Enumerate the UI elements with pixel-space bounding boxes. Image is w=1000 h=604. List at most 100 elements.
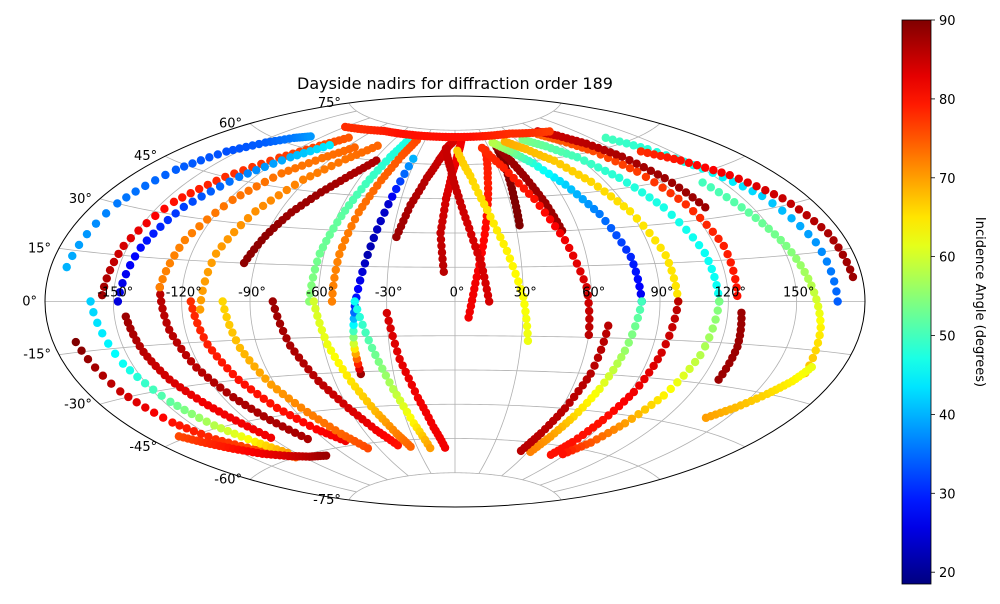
data-point [180, 235, 190, 245]
data-point [149, 229, 158, 238]
data-point [327, 297, 337, 306]
data-point [731, 274, 740, 284]
data-point [396, 177, 405, 186]
data-point [611, 157, 620, 166]
data-point [186, 189, 195, 198]
data-point [776, 235, 785, 245]
data-point [236, 191, 245, 200]
data-point [668, 323, 677, 332]
data-point [228, 145, 238, 155]
data-point [329, 281, 338, 290]
data-point [113, 199, 122, 208]
data-point [168, 418, 177, 427]
data-point [86, 297, 95, 306]
data-point [700, 248, 709, 258]
colorbar: 20 30 40 50 60 70 80 90 Incidence Angle (degrees… [901, 14, 987, 585]
data-point [115, 288, 125, 297]
data-point [583, 290, 592, 300]
data-point [813, 338, 823, 348]
data-point [667, 178, 677, 188]
parallel-line [348, 472, 562, 501]
data-point [602, 329, 611, 338]
data-point [601, 216, 610, 226]
data-point [74, 240, 84, 250]
data-point [212, 352, 222, 361]
data-point [299, 359, 308, 368]
data-point [266, 399, 275, 408]
data-point [625, 207, 635, 216]
data-point [526, 447, 535, 457]
data-point [436, 235, 446, 244]
data-point [285, 341, 295, 350]
data-point [622, 178, 632, 187]
data-point [622, 245, 631, 254]
data-point [660, 174, 669, 183]
data-point [578, 195, 587, 204]
data-point [606, 192, 616, 201]
data-point [822, 257, 832, 266]
data-point [661, 340, 670, 349]
data-point [358, 320, 367, 330]
data-point [160, 311, 169, 320]
data-point [584, 199, 593, 209]
data-point [386, 324, 395, 333]
data-point [113, 297, 123, 306]
data-point [297, 431, 306, 441]
data-point [124, 392, 133, 402]
data-point [744, 208, 753, 217]
data-point [110, 349, 120, 358]
data-point [500, 137, 510, 146]
data-point [363, 250, 372, 260]
data-point [358, 267, 367, 277]
data-point [674, 297, 683, 306]
data-point [546, 450, 556, 460]
data-point [609, 365, 618, 375]
data-point [669, 274, 679, 283]
data-point [305, 289, 315, 298]
data-point [340, 235, 350, 245]
data-point [194, 184, 204, 194]
scatter-marks [62, 122, 858, 462]
data-point [114, 249, 123, 259]
data-point [516, 446, 526, 456]
longitude-tick-label: 120° [715, 286, 746, 301]
data-point [564, 243, 574, 253]
data-point [649, 361, 658, 371]
data-point [141, 181, 150, 191]
data-point [523, 336, 533, 346]
data-point [604, 321, 613, 330]
data-point [390, 339, 400, 348]
data-point [667, 266, 676, 275]
data-point [203, 267, 213, 277]
data-point [243, 169, 252, 178]
data-point [304, 158, 313, 168]
data-point [294, 353, 304, 362]
data-point [810, 216, 819, 226]
data-point [374, 357, 383, 366]
data-point [593, 182, 603, 191]
data-point [360, 259, 370, 268]
data-point [669, 154, 679, 164]
data-point [290, 428, 300, 438]
data-point [406, 442, 415, 451]
data-point [200, 277, 210, 286]
data-point [817, 247, 827, 257]
data-point [681, 200, 691, 209]
data-point [216, 383, 225, 392]
data-point [290, 398, 300, 408]
data-point [619, 202, 629, 211]
data-point [761, 186, 770, 195]
data-point [285, 410, 295, 420]
data-point [568, 251, 578, 260]
longitude-tick-label: -30° [375, 286, 403, 301]
data-point [196, 326, 205, 335]
longitude-tick-label: -90° [238, 286, 266, 301]
data-point [590, 361, 599, 370]
data-point [480, 230, 489, 239]
data-point [279, 407, 288, 416]
latitude-tick-label: -75° [313, 493, 341, 508]
data-point [272, 385, 282, 394]
data-point [369, 233, 379, 243]
data-point [481, 224, 490, 233]
